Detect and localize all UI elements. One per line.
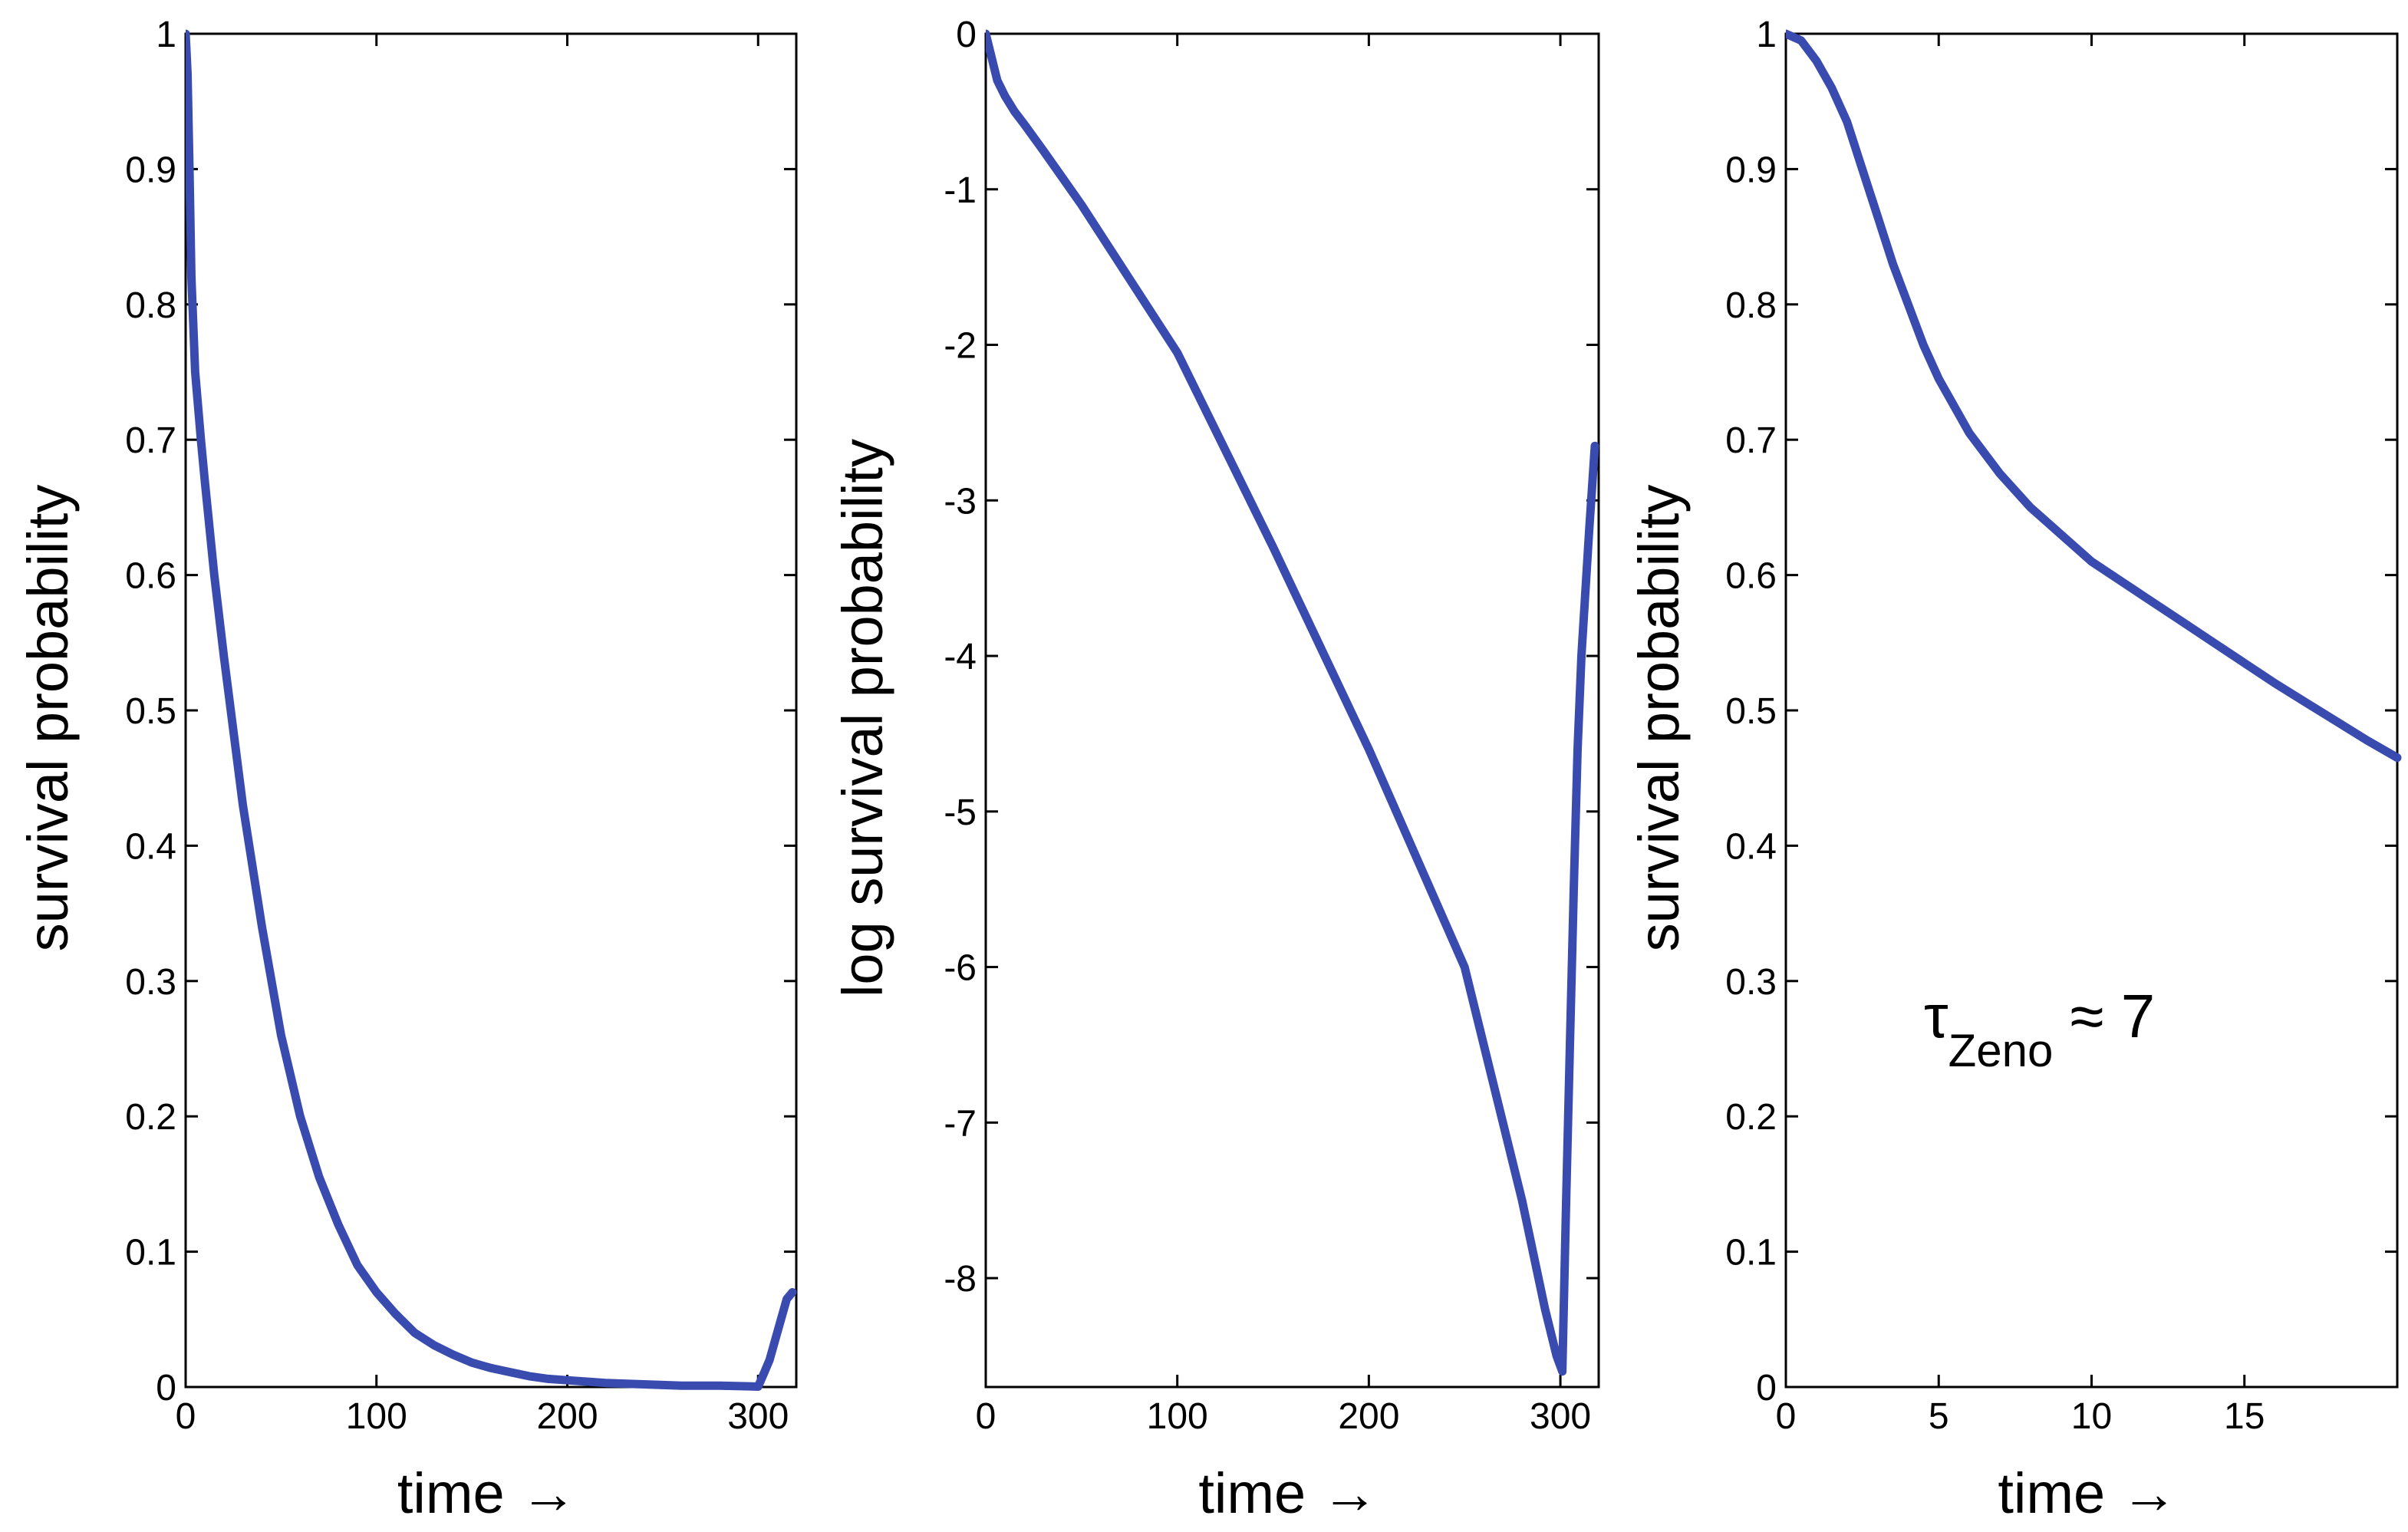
y-tick-label: 1 (1756, 15, 1777, 55)
x-tick-label: 100 (346, 1396, 407, 1437)
y-tick-label: 0.5 (125, 691, 176, 732)
y-axis-label: survival probability (1627, 485, 1691, 952)
y-tick-label: 0.2 (1725, 1097, 1777, 1138)
x-tick-label: 0 (1776, 1396, 1797, 1437)
x-tick-label: 0 (176, 1396, 196, 1437)
x-axis-label: time → (397, 1461, 577, 1525)
chart-panel-1: 0 100 200 300 0 0.1 0.2 0.3 0.4 0.5 0.6 0.7 0.8 0.9 1 t… (16, 15, 798, 1525)
y-axis-label: survival probability (16, 485, 80, 952)
y-tick-label: 1 (156, 15, 176, 55)
x-tick-label: 10 (2071, 1396, 2112, 1437)
x-tick-label: 0 (976, 1396, 996, 1437)
y-tick-label: 0.2 (125, 1097, 176, 1138)
chart-panel-2: 0 100 200 300 0 -1 -2 -3 -4 -5 -6 -7 -8 time → log sur… (831, 15, 1600, 1525)
x-axis-label: time → (1198, 1461, 1378, 1525)
y-tick-label: -8 (944, 1259, 977, 1300)
x-tick-label: 300 (1530, 1396, 1591, 1437)
y-tick-label: 0.6 (1725, 556, 1777, 597)
series-line-1 (1786, 29, 2402, 763)
y-tick-label: 0.4 (1725, 826, 1777, 867)
tau-zeno-annotation: τZeno ≈ 7 (1924, 982, 2155, 1076)
series-line-1 (186, 29, 797, 1391)
x-tick-label: 200 (536, 1396, 598, 1437)
y-tick-label: -5 (944, 792, 977, 833)
y-tick-label: -1 (944, 170, 977, 211)
y-tick-label: -2 (944, 326, 977, 367)
y-tick-label: -3 (944, 481, 977, 522)
y-tick-label: 0.4 (125, 826, 176, 867)
x-tick-label: 200 (1338, 1396, 1399, 1437)
x-tick-label: 300 (727, 1396, 789, 1437)
y-axis-label: log survival probability (831, 439, 894, 997)
y-tick-label: 0 (956, 15, 977, 55)
x-axis-label: time → (1998, 1461, 2177, 1525)
annotation-value: ≈ 7 (2053, 982, 2155, 1050)
annotation-symbol: τ (1924, 982, 1948, 1050)
plot-frame (1784, 32, 2399, 1389)
y-tick-label: 0.8 (125, 285, 176, 326)
chart-panel-3: 0 5 10 15 0 0.1 0.2 0.3 0.4 0.5 0.6 0.7 0.8 0.9 1 time … (1627, 15, 2402, 1525)
y-tick-label: 0.6 (125, 556, 176, 597)
y-tick-label: -4 (944, 637, 977, 677)
y-tick-label: -7 (944, 1103, 977, 1144)
y-tick-label: 0.7 (125, 420, 176, 461)
y-tick-label: 0.1 (125, 1233, 176, 1273)
plot-frame (184, 32, 798, 1389)
y-tick-label: 0.7 (1725, 420, 1777, 461)
y-tick-label: 0.9 (125, 150, 176, 190)
x-tick-label: 15 (2224, 1396, 2265, 1437)
plot-frame (984, 32, 1600, 1389)
y-tick-label: 0.3 (1725, 962, 1777, 1003)
y-tick-label: 0.8 (1725, 285, 1777, 326)
y-tick-label: 0.5 (1725, 691, 1777, 732)
y-tick-label: 0.1 (1725, 1233, 1777, 1273)
annotation-subscript: Zeno (1948, 1025, 2054, 1076)
y-tick-label: 0 (1756, 1368, 1777, 1408)
y-tick-label: 0.9 (1725, 150, 1777, 190)
y-tick-label: 0.3 (125, 962, 176, 1003)
y-tick-label: -6 (944, 948, 977, 989)
y-tick-label: 0 (156, 1368, 176, 1408)
series-line-1 (986, 29, 1599, 1376)
x-tick-label: 100 (1147, 1396, 1208, 1437)
x-tick-label: 5 (1929, 1396, 1949, 1437)
